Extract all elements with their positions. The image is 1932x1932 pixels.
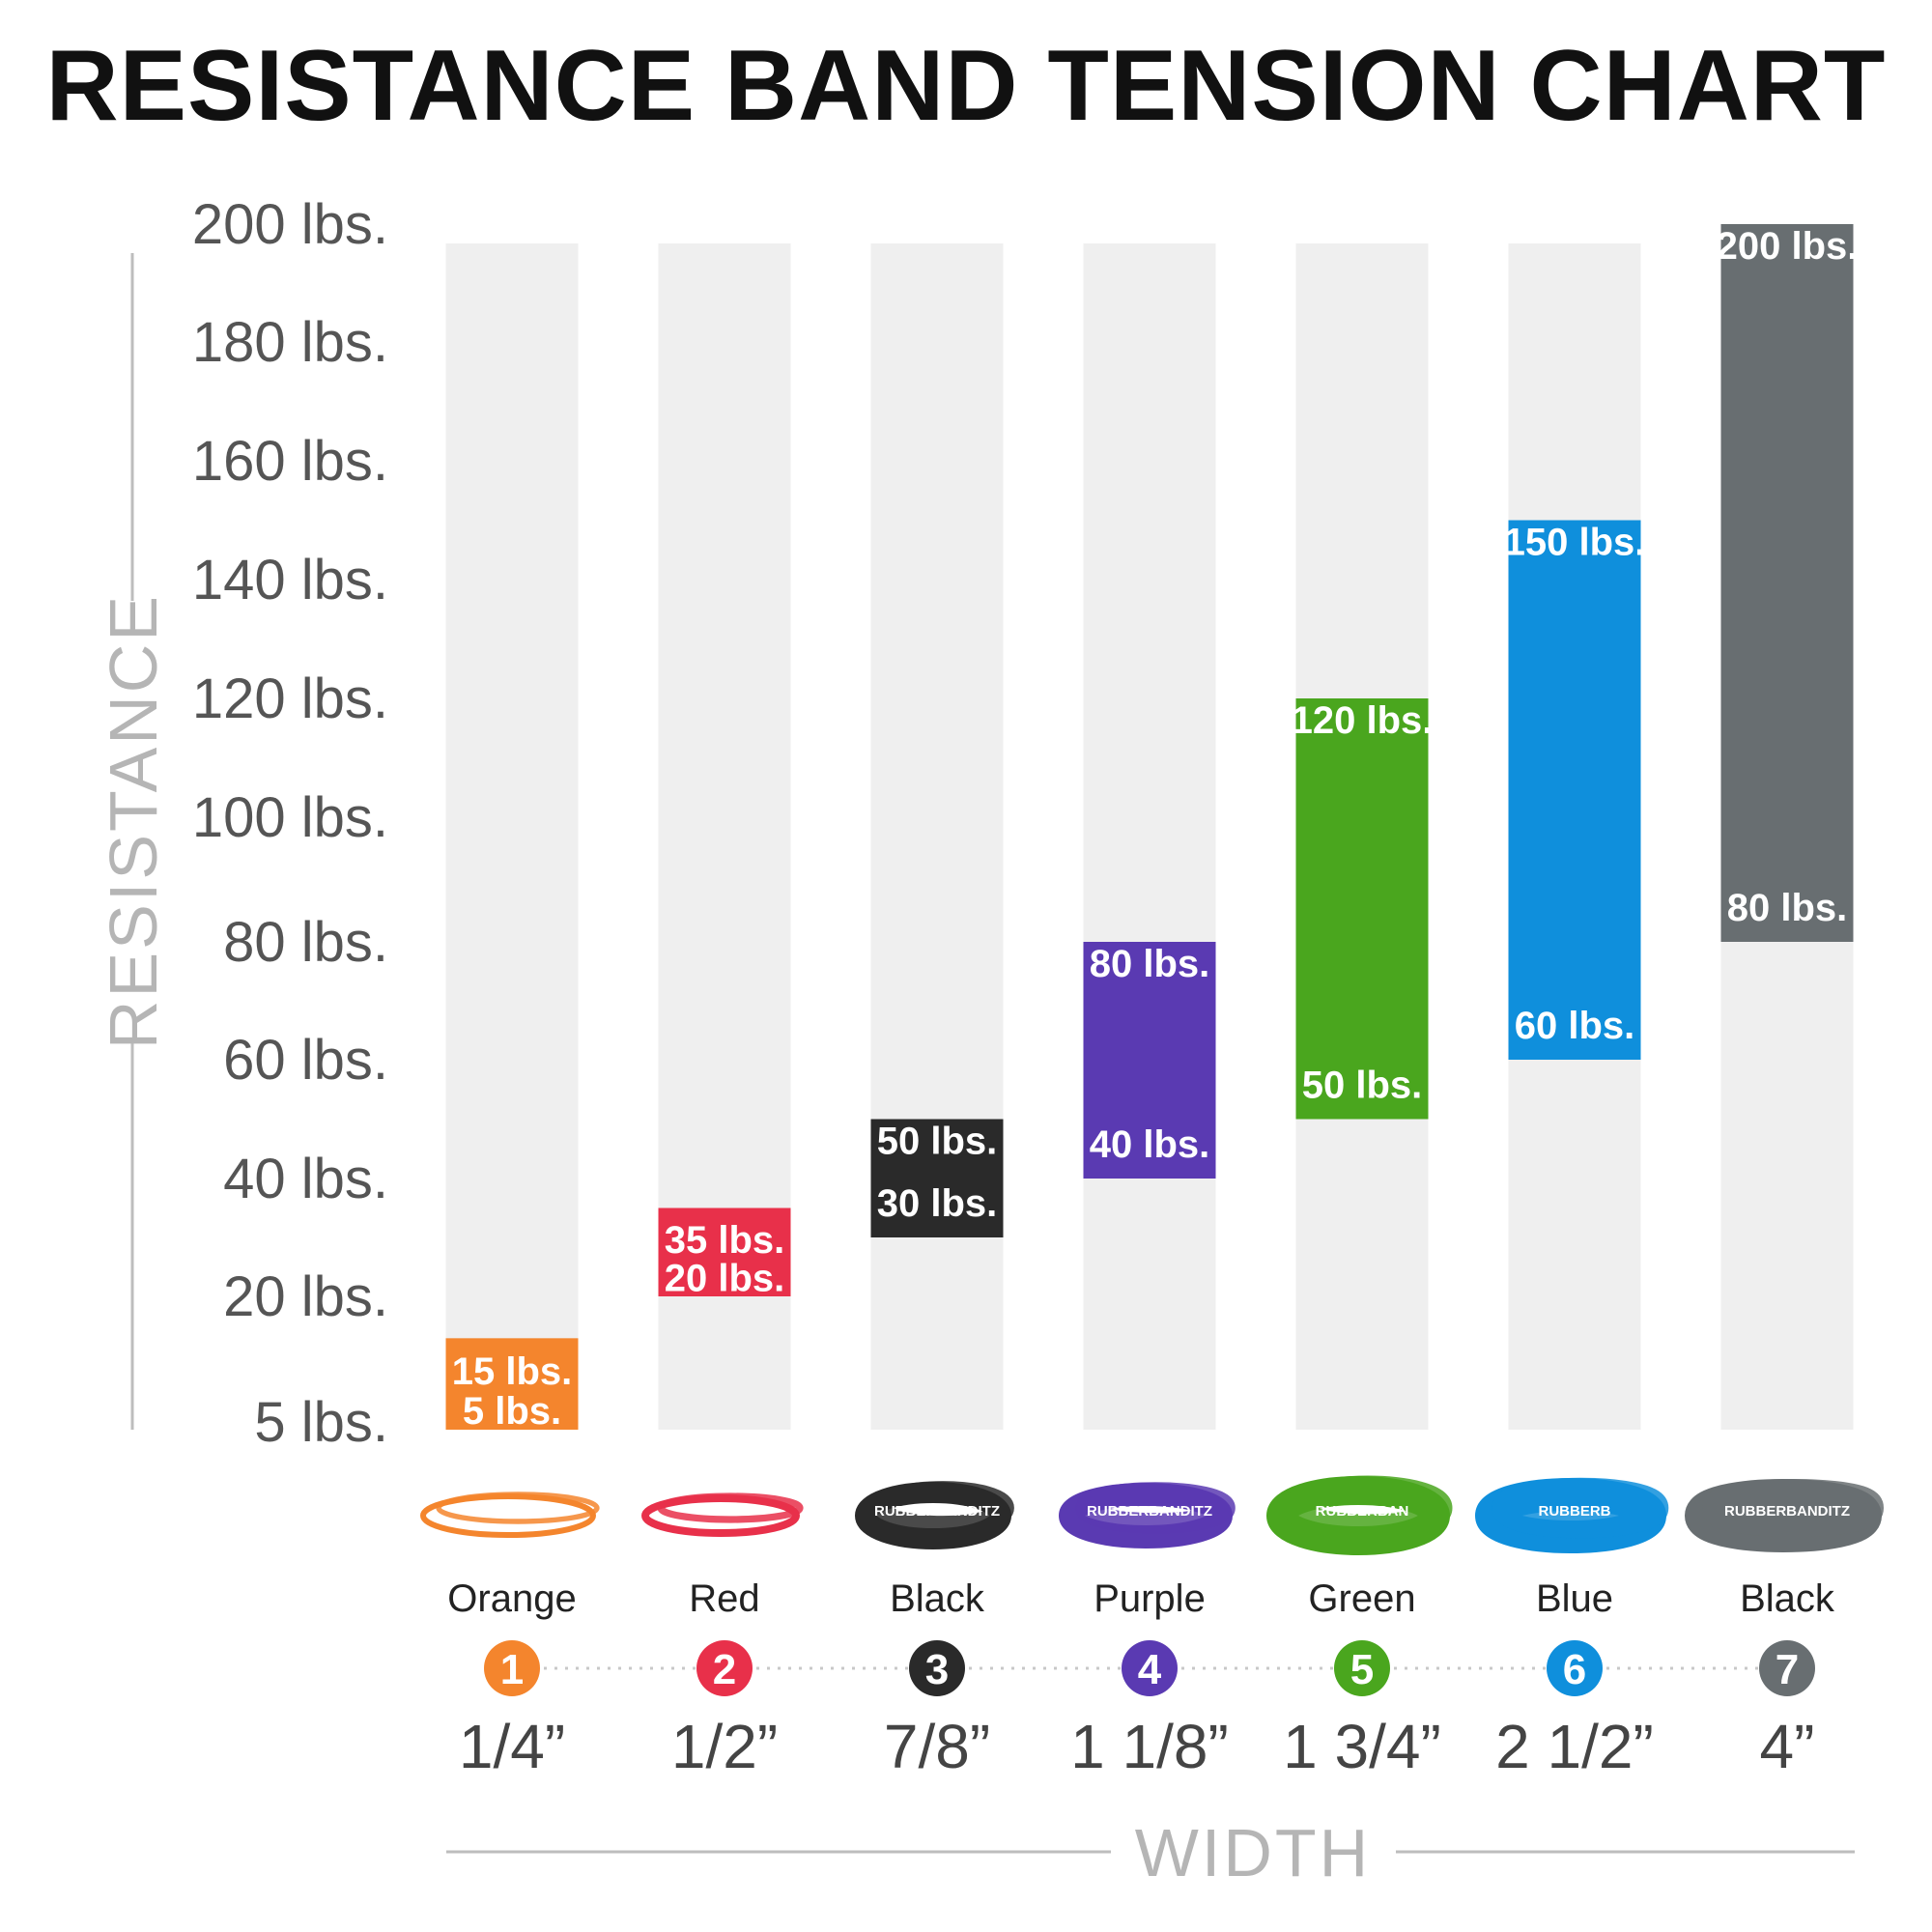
band-loop <box>1492 1477 1669 1539</box>
band-number: 4 <box>1138 1646 1162 1693</box>
band-illustrations: RUBBERBANDITZ RUBBERBANDITZ RUBBERBAN RUBBE… <box>420 1475 1884 1555</box>
x-axis: WIDTH <box>446 1815 1855 1890</box>
bar-track <box>870 243 1004 1430</box>
band-number: 7 <box>1776 1646 1799 1693</box>
bar-track <box>1083 243 1216 1430</box>
y-tick-label: 100 lbs. <box>192 786 388 849</box>
y-tick-label: 200 lbs. <box>192 193 388 256</box>
black-band-icon: RUBBERBANDITZ <box>1685 1479 1884 1552</box>
band-number: 2 <box>713 1646 736 1693</box>
range-bar <box>870 1119 1004 1237</box>
band-number: 6 <box>1563 1646 1586 1693</box>
bars: 15 lbs.5 lbs. 35 lbs.20 lbs. 50 lbs. 30 lbs… <box>445 224 1859 1433</box>
band-brand-text: RUBBERBANDITZ <box>874 1503 1000 1520</box>
band-width: 2 1/2” <box>1495 1712 1654 1781</box>
bar-low-label: 60 lbs. <box>1515 1005 1635 1047</box>
bar-low-label: 20 lbs. <box>665 1257 785 1299</box>
bar-tracks <box>445 243 1854 1430</box>
green-band-icon: RUBBERBAN <box>1266 1475 1453 1555</box>
band-number-badge <box>484 1640 540 1696</box>
y-tick-label: 80 lbs. <box>223 911 388 974</box>
band-number-badge <box>909 1640 965 1696</box>
purple-band-icon: RUBBERBANDITZ <box>1059 1482 1236 1548</box>
y-axis-label: RESISTANCE <box>96 593 171 1049</box>
bar-high-label: 200 lbs. <box>1717 225 1859 268</box>
band-number: 3 <box>925 1646 949 1693</box>
bar-track <box>445 243 579 1430</box>
bar-low-label: 30 lbs. <box>877 1182 998 1225</box>
bar-high-label: 120 lbs. <box>1292 699 1434 742</box>
y-tick-label: 140 lbs. <box>192 549 388 611</box>
bar-high-label: 35 lbs. <box>665 1219 785 1262</box>
band-color-name: Orange <box>447 1577 576 1620</box>
band-width: 1 1/8” <box>1070 1712 1229 1781</box>
bar-high-label: 80 lbs. <box>1090 943 1210 985</box>
band-brand-text: RUBBERBANDITZ <box>1724 1503 1850 1520</box>
range-bar <box>1720 224 1854 942</box>
band-loop <box>436 1492 600 1524</box>
band-brand-text: RUBBERB <box>1539 1503 1611 1520</box>
y-tick-label: 120 lbs. <box>192 668 388 730</box>
band-number-badge <box>1122 1640 1178 1696</box>
band-color-name: Purple <box>1094 1577 1206 1620</box>
chart-title: RESISTANCE BAND TENSION CHART <box>46 30 1887 142</box>
bar-low-label: 50 lbs. <box>1302 1065 1423 1107</box>
band-color-name: Green <box>1308 1577 1415 1620</box>
band-loop <box>1075 1482 1236 1534</box>
band-loop <box>657 1492 804 1523</box>
range-bar <box>1508 520 1641 1060</box>
y-tick-label: 40 lbs. <box>223 1148 388 1210</box>
range-bar <box>658 1208 791 1296</box>
band-width: 4” <box>1760 1712 1815 1781</box>
band-number-badge <box>1759 1640 1815 1696</box>
band-number-badge <box>696 1640 753 1696</box>
y-tick-label: 160 lbs. <box>192 430 388 493</box>
range-bar <box>1295 698 1429 1120</box>
bar-high-label: 150 lbs. <box>1504 522 1646 564</box>
band-brand-text: RUBBERBAN <box>1316 1503 1409 1520</box>
y-tick-label: 5 lbs. <box>254 1391 388 1454</box>
band-loop <box>871 1481 1014 1535</box>
y-tick-label: 60 lbs. <box>223 1029 388 1092</box>
band-number: 5 <box>1350 1646 1374 1693</box>
bar-high-label: 15 lbs. <box>452 1350 573 1393</box>
band-color-name: Black <box>1740 1577 1835 1620</box>
band-number-badge <box>1334 1640 1390 1696</box>
band-number: 1 <box>500 1646 524 1693</box>
band-brand-text: RUBBERBANDITZ <box>1087 1503 1212 1520</box>
orange-band-icon <box>420 1492 600 1538</box>
band-number-badge <box>1547 1640 1603 1696</box>
band-color-name: Black <box>890 1577 985 1620</box>
range-bar <box>445 1338 579 1430</box>
bar-high-label: 50 lbs. <box>877 1121 998 1163</box>
category-labels: Orange 1 1/4” Red 2 1/2” Black 3 7/8” Purple 4 1 1/… <box>447 1577 1835 1781</box>
red-band-icon <box>641 1492 804 1537</box>
band-loop <box>1702 1479 1884 1537</box>
bar-low-label: 5 lbs. <box>463 1390 561 1433</box>
band-width: 1/2” <box>671 1712 778 1781</box>
range-bar <box>1083 942 1216 1179</box>
band-color-name: Red <box>689 1577 759 1620</box>
black-band-icon: RUBBERBANDITZ <box>855 1481 1014 1549</box>
band-loop <box>1283 1475 1453 1541</box>
blue-band-icon: RUBBERB <box>1475 1477 1669 1553</box>
bar-low-label: 80 lbs. <box>1727 887 1848 929</box>
bar-low-label: 40 lbs. <box>1090 1123 1210 1166</box>
band-color-name: Blue <box>1536 1577 1613 1620</box>
y-tick-label: 180 lbs. <box>192 311 388 374</box>
band-width: 1 3/4” <box>1283 1712 1441 1781</box>
band-width: 7/8” <box>884 1712 990 1781</box>
band-width: 1/4” <box>459 1712 565 1781</box>
y-axis: 5 lbs. 20 lbs. 40 lbs. 60 lbs. 80 lbs. 100 lb… <box>96 193 388 1454</box>
y-tick-label: 20 lbs. <box>223 1265 388 1328</box>
x-axis-label: WIDTH <box>1135 1815 1371 1890</box>
